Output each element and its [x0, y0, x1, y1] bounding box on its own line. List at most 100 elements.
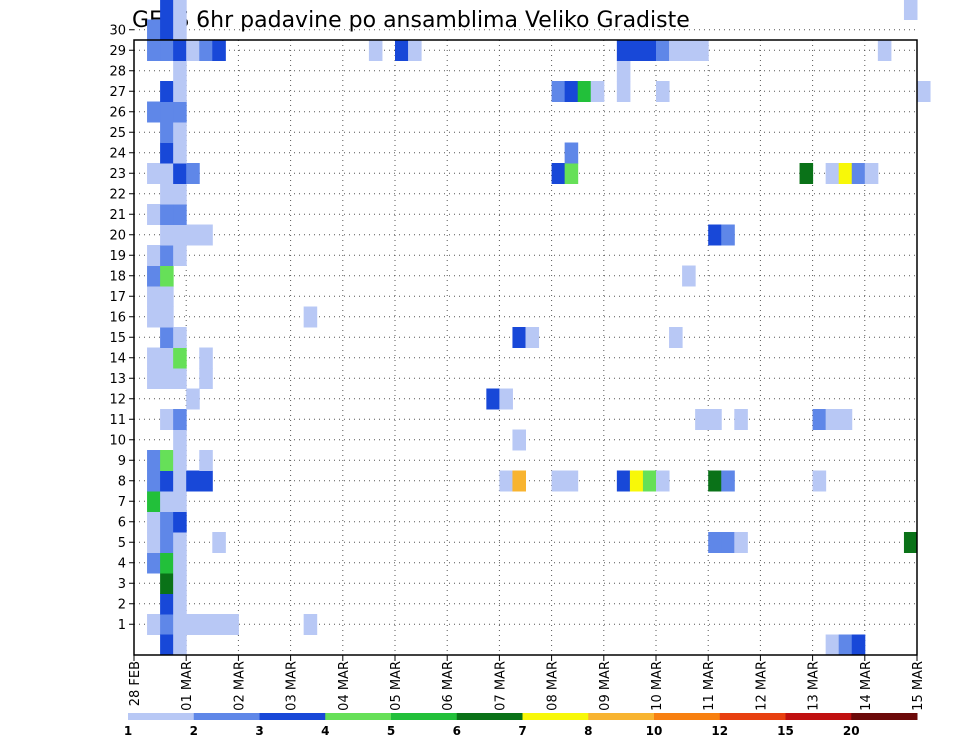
heatmap-cell: [173, 122, 187, 143]
heatmap-cell: [669, 327, 683, 348]
heatmap-cell: [160, 450, 174, 471]
heatmap-cell: [173, 409, 187, 430]
heatmap-cell: [160, 265, 174, 287]
x-tick-label: 09 MAR: [598, 661, 613, 711]
heatmap-cell: [160, 634, 174, 656]
x-tick-label: 11 MAR: [702, 661, 717, 711]
heatmap-cell: [708, 409, 722, 430]
heatmap-cell: [721, 532, 735, 553]
heatmap-cell: [199, 614, 213, 635]
heatmap-cell: [656, 470, 670, 492]
heatmap-cell: [173, 101, 187, 123]
heatmap-cell: [173, 491, 187, 512]
heatmap-cells: [147, 0, 931, 656]
heatmap-cell: [616, 470, 631, 492]
legend-label: 3: [255, 724, 263, 738]
heatmap-cell: [186, 224, 200, 246]
heatmap-cell: [708, 224, 722, 246]
heatmap-cell: [812, 470, 827, 492]
heatmap-cell: [499, 388, 513, 410]
heatmap-cell: [616, 81, 631, 102]
heatmap-cell: [147, 347, 161, 369]
heatmap-cell: [173, 183, 187, 205]
heatmap-cell: [173, 81, 187, 102]
heatmap-cell: [616, 60, 631, 82]
x-tick-label: 13 MAR: [807, 661, 822, 711]
legend-label: 8: [584, 724, 592, 738]
y-tick-label: 27: [109, 85, 126, 100]
heatmap-cell: [408, 40, 422, 61]
heatmap-cell: [199, 40, 213, 61]
heatmap-cell: [642, 40, 657, 61]
x-tick-label: 28 FEB: [128, 661, 143, 706]
x-tick-label: 10 MAR: [650, 661, 665, 711]
heatmap-cell: [825, 634, 840, 656]
heatmap-cell: [851, 634, 866, 656]
color-legend: 1 2 3 4 5 6 7 8 10 12 15 20: [124, 713, 918, 738]
heatmap-cell: [838, 163, 853, 184]
heatmap-cell: [147, 511, 161, 533]
heatmap-cell: [812, 409, 827, 430]
heatmap-cell: [186, 40, 200, 61]
y-tick-label: 1: [118, 618, 126, 633]
y-tick-label: 3: [118, 577, 126, 592]
y-tick-label: 28: [109, 64, 126, 79]
chart-title: GEFS 6hr padavine po ansamblima Veliko G…: [132, 8, 690, 33]
heatmap-cell: [564, 142, 579, 164]
heatmap-cell: [147, 450, 161, 471]
heatmap-cell: [551, 163, 566, 184]
y-tick-label: 10: [109, 433, 126, 448]
heatmap-cell: [721, 224, 735, 246]
heatmap-cell: [212, 614, 226, 635]
x-tick-label: 05 MAR: [389, 661, 404, 711]
y-tick-label: 11: [109, 413, 126, 428]
y-tick-label: 29: [109, 44, 126, 59]
legend-swatch: [259, 713, 326, 720]
heatmap-cell: [160, 614, 174, 635]
heatmap-cell: [577, 81, 592, 102]
heatmap-cell: [212, 40, 226, 61]
heatmap-cell: [629, 40, 644, 61]
legend-label: 12: [711, 724, 728, 738]
heatmap-cell: [303, 614, 318, 635]
y-tick-label: 23: [109, 167, 126, 182]
x-tick-label: 02 MAR: [232, 661, 247, 711]
y-tick-label: 22: [109, 187, 126, 202]
heatmap-cell: [851, 163, 866, 184]
heatmap-cell: [864, 163, 879, 184]
grid-lines: [133, 29, 918, 655]
heatmap-cell: [147, 614, 161, 635]
heatmap-cell: [551, 81, 566, 102]
heatmap-cell: [173, 450, 187, 471]
legend-label: 6: [453, 724, 461, 738]
heatmap-cell: [147, 40, 161, 61]
y-tick-label: 18: [109, 269, 126, 284]
heatmap-cell: [564, 163, 579, 184]
heatmap-cell: [160, 593, 174, 615]
heatmap-cell: [173, 204, 187, 225]
heatmap-cell: [160, 101, 174, 123]
y-tick-label: 30: [109, 23, 126, 38]
heatmap-cell: [225, 614, 239, 635]
legend-swatch: [456, 713, 523, 720]
heatmap-cell: [160, 286, 174, 307]
legend-label: 5: [387, 724, 395, 738]
y-tick-label: 14: [109, 351, 126, 366]
heatmap-cell: [695, 40, 709, 61]
heatmap-cell: [186, 614, 200, 635]
legend-swatch: [785, 713, 852, 720]
heatmap-cell: [147, 19, 161, 41]
heatmap-cell: [186, 163, 200, 184]
heatmap-cell: [173, 614, 187, 635]
heatmap-cell: [160, 368, 174, 389]
heatmap-cell: [147, 245, 161, 266]
heatmap-cell: [616, 40, 631, 61]
heatmap-cell: [147, 101, 161, 123]
legend-swatch: [654, 713, 721, 720]
legend-swatch: [391, 713, 458, 720]
heatmap-cell: [551, 470, 566, 492]
legend-label: 10: [646, 724, 663, 738]
heatmap-cell: [147, 552, 161, 574]
heatmap-cell: [160, 306, 174, 328]
heatmap-cell: [173, 511, 187, 533]
